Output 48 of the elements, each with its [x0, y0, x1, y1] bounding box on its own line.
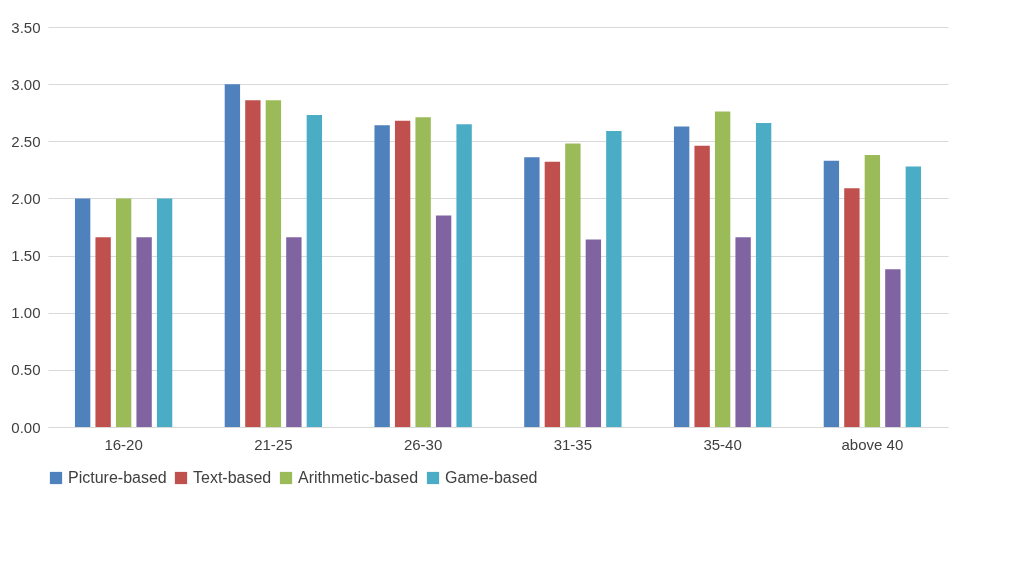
bar	[885, 269, 901, 427]
y-tick-label: 2.50	[11, 132, 41, 150]
legend-label: Game-based	[445, 469, 538, 486]
bar	[374, 125, 390, 427]
x-tick-label: 16-20	[104, 435, 143, 453]
bar	[95, 237, 111, 427]
bar	[905, 166, 922, 427]
bar	[245, 100, 261, 427]
bar	[306, 115, 323, 427]
y-tick-label: 1.50	[11, 247, 41, 265]
bar	[714, 111, 731, 427]
y-tick-label: 0.50	[11, 361, 41, 379]
bar	[224, 84, 241, 427]
bar	[286, 237, 302, 427]
bar	[136, 237, 152, 427]
bar	[265, 100, 282, 427]
bar	[415, 117, 431, 427]
bar	[606, 131, 622, 427]
bar	[115, 198, 132, 427]
y-tick-label: 3.00	[11, 75, 41, 93]
y-tick-label: 1.00	[11, 304, 41, 322]
x-tick-label: 21-25	[254, 435, 293, 453]
bar	[844, 188, 860, 427]
bar	[864, 155, 881, 427]
bar	[435, 215, 452, 427]
bar	[823, 160, 840, 427]
bar	[755, 123, 772, 427]
bar	[544, 161, 561, 427]
x-tick-label: above 40	[841, 435, 904, 453]
bar	[156, 198, 173, 427]
y-tick-label: 3.50	[11, 18, 41, 36]
y-tick-label: 0.00	[11, 418, 41, 436]
bar	[456, 124, 472, 427]
legend-label: Picture-based	[68, 469, 167, 486]
bar	[673, 126, 690, 427]
x-tick-label: 35-40	[703, 435, 742, 453]
bar	[694, 145, 710, 427]
bar	[585, 239, 602, 427]
legend-label: Text-based	[193, 469, 272, 486]
bar	[74, 198, 91, 427]
legend-label: Arithmetic-based	[298, 469, 419, 486]
bar	[394, 120, 411, 427]
bar	[565, 143, 581, 427]
bar	[524, 157, 540, 427]
x-tick-label: 26-30	[403, 435, 443, 453]
y-tick-label: 2.00	[11, 189, 41, 207]
bar	[735, 237, 751, 427]
x-tick-label: 31-35	[553, 435, 593, 453]
